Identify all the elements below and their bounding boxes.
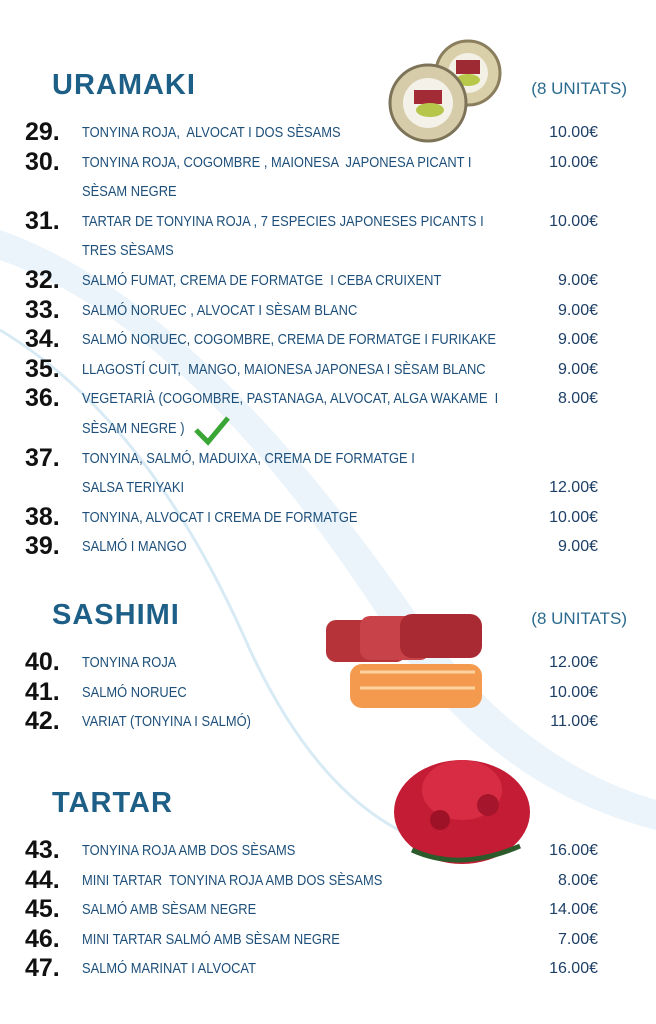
menu-item-row: 32. SALMÓ FUMAT, CREMA DE FORMATGE I CEBA… [0,266,656,296]
item-description: SALMÓ NORUEC [82,683,187,701]
item-number: 29. [25,118,60,146]
menu-item-row: 39. SALMÓ I MANGO 9.00€ [0,532,656,562]
item-description: SALMÓ MARINAT I ALVOCAT [82,960,256,978]
menu-item-row: 36. VEGETARIÀ (COGOMBRE, PASTANAGA, ALVOC… [0,384,656,414]
item-price: 8.00€ [557,871,598,889]
menu-item-row: 37. TONYINA, SALMÓ, MADUIXA, CREMA DE FOR… [0,444,656,474]
menu-item-row: 31. TARTAR DE TONYINA ROJA , 7 ESPECIES J… [0,207,656,237]
item-number: 44. [25,865,60,894]
item-list: 40. TONYINA ROJA 12.00€ 41. SALMÓ NORUEC 10.0… [0,648,656,737]
item-description: TRES SÈSAMS [82,242,174,260]
menu-item-row: 41. SALMÓ NORUEC 10.00€ [0,678,656,708]
item-description: VARIAT (TONYINA I SALMÓ) [82,713,251,731]
item-number: 45. [25,895,60,924]
item-price: 12.00€ [549,479,598,497]
item-list: 29. TONYINA ROJA, ALVOCAT I DOS SÈSAMS 10.… [0,118,656,562]
item-price: 11.00€ [550,713,598,731]
uramaki-image [388,39,502,143]
item-number: 43. [25,836,60,864]
item-description: VEGETARIÀ (COGOMBRE, PASTANAGA, ALVOCAT,… [82,390,499,408]
item-price: 16.00€ [549,842,598,859]
menu-item-row: 34. SALMÓ NORUEC, COGOMBRE, CREMA DE FORM… [0,325,656,355]
item-price: 9.00€ [557,360,598,378]
item-description: SALMÓ I MANGO [82,538,187,556]
item-list: 43. TONYINA ROJA AMB DOS SÈSAMS 16.00€ 44. M… [0,836,656,984]
check-mark [194,416,230,446]
item-description: TARTAR DE TONYINA ROJA , 7 ESPECIES JAPO… [82,212,484,230]
item-number: 32. [25,265,60,294]
menu-item-row: 29. TONYINA ROJA, ALVOCAT I DOS SÈSAMS 10.… [0,118,656,148]
menu-item-row: 33. SALMÓ NORUEC , ALVOCAT I SÈSAM BLANC 9… [0,296,656,326]
menu-item-row: 45. SALMÓ AMB SÈSAM NEGRE 14.00€ [0,895,656,925]
menu-item-row: 44. MINI TARTAR TONYINA ROJA AMB DOS SÈSA… [0,866,656,896]
menu-item-row: 40. TONYINA ROJA 12.00€ [0,648,656,678]
section-title: SASHIMI [52,599,180,631]
menu-item-row: SÈSAM NEGRE ) [0,414,656,444]
item-number: 42. [25,707,60,736]
item-number: 38. [25,502,60,531]
item-price: 9.00€ [557,301,598,319]
section-title: URAMAKI [52,69,196,101]
item-description: SÈSAM NEGRE [82,183,177,201]
item-number: 34. [25,325,60,354]
item-price: 8.00€ [557,390,598,408]
item-description: MINI TARTAR TONYINA ROJA AMB DOS SÈSAMS [82,871,383,889]
item-description: TONYINA ROJA [82,654,177,671]
item-description: TONYINA ROJA AMB DOS SÈSAMS [82,842,296,859]
item-description: MINI TARTAR SALMÓ AMB SÈSAM NEGRE [82,930,340,948]
item-price: 10.00€ [549,683,598,701]
item-description: TONYINA, SALMÓ, MADUIXA, CREMA DE FORMAT… [82,449,415,467]
item-price: 9.00€ [557,538,598,556]
item-price: 10.00€ [549,153,598,171]
item-description: SALMÓ NORUEC, COGOMBRE, CREMA DE FORMATG… [82,331,497,349]
sashimi-image [326,614,482,708]
item-price: 14.00€ [549,901,598,919]
menu-item-row: 35. LLAGOSTÍ CUIT, MANGO, MAIONESA JAPONE… [0,355,656,385]
menu-item-row: TRES SÈSAMS [0,236,656,266]
item-description: SALMÓ AMB SÈSAM NEGRE [82,901,257,919]
menu-item-row: 43. TONYINA ROJA AMB DOS SÈSAMS 16.00€ [0,836,656,866]
item-description: TONYINA ROJA, ALVOCAT I DOS SÈSAMS [82,124,341,141]
item-description: LLAGOSTÍ CUIT, MANGO, MAIONESA JAPONESA … [82,360,486,378]
item-price: 12.00€ [549,654,598,671]
item-description: SALMÓ NORUEC , ALVOCAT I SÈSAM BLANC [82,301,358,319]
item-description: SALMÓ FUMAT, CREMA DE FORMATGE I CEBA CR… [82,271,442,289]
section-units: (8 UNITATS) [531,609,627,628]
item-number: 47. [25,954,60,983]
section-units: (8 UNITATS) [531,79,627,98]
menu-item-row: 30. TONYINA ROJA, COGOMBRE , MAIONESA JAP… [0,148,656,178]
item-number: 39. [25,532,60,561]
menu-item-row: 38. TONYINA, ALVOCAT I CREMA DE FORMATGE 1… [0,503,656,533]
item-number: 35. [25,354,60,383]
menu-item-row: SALSA TERIYAKI 12.00€ [0,473,656,503]
item-price: 9.00€ [557,331,598,349]
tartar-image [394,760,530,864]
item-description: SÈSAM NEGRE ) [82,419,185,437]
item-number: 30. [25,147,60,176]
item-price: 10.00€ [549,212,598,230]
item-price: 9.00€ [557,271,598,289]
menu-item-row: 42. VARIAT (TONYINA I SALMÓ) 11.00€ [0,707,656,737]
item-number: 36. [25,384,60,413]
menu-item-row: SÈSAM NEGRE [0,177,656,207]
item-number: 46. [25,924,60,953]
item-number: 41. [25,677,60,706]
menu-item-row: 46. MINI TARTAR SALMÓ AMB SÈSAM NEGRE 7.00… [0,925,656,955]
item-number: 33. [25,295,60,324]
item-number: 31. [25,206,60,235]
item-price: 16.00€ [549,960,598,978]
item-description: TONYINA ROJA, COGOMBRE , MAIONESA JAPONE… [82,153,472,171]
item-description: SALSA TERIYAKI [82,479,185,497]
item-number: 40. [25,648,60,676]
section-title: TARTAR [52,787,173,819]
item-number: 37. [25,443,60,472]
item-description: TONYINA, ALVOCAT I CREMA DE FORMATGE [82,508,358,526]
item-price: 7.00€ [557,930,598,948]
item-price: 10.00€ [549,508,598,526]
item-price: 10.00€ [549,124,598,141]
menu-item-row: 47. SALMÓ MARINAT I ALVOCAT 16.00€ [0,954,656,984]
